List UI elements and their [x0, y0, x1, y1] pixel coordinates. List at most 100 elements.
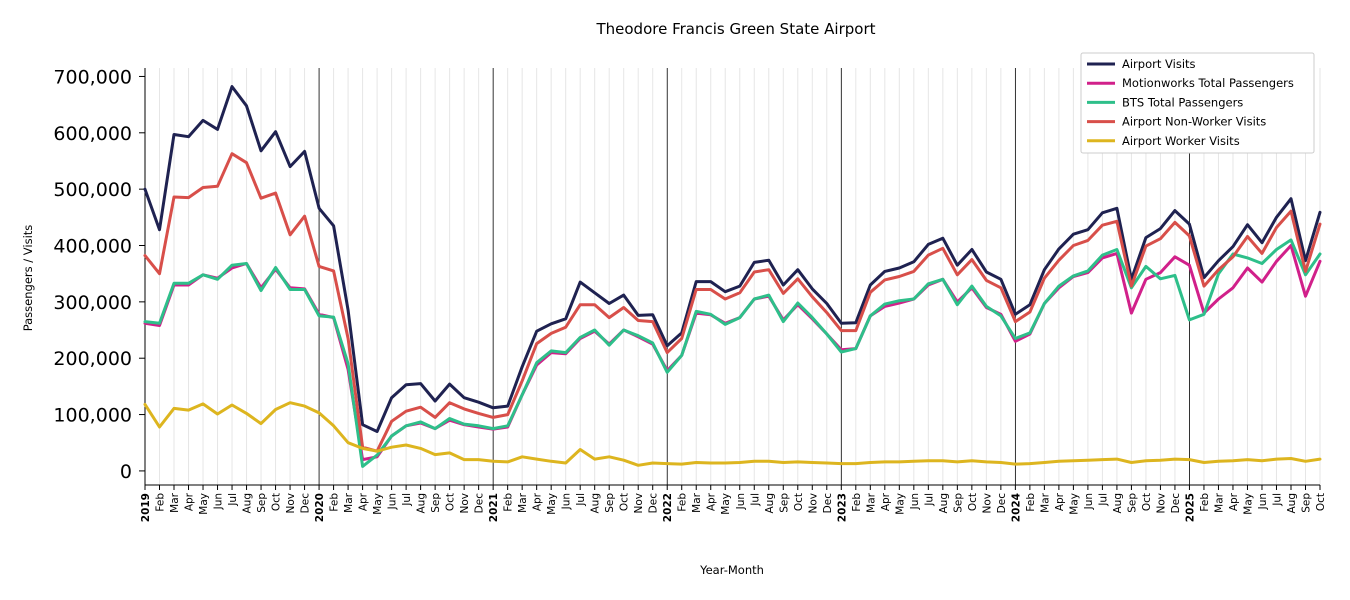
- x-tick-month-label: Dec: [996, 493, 1008, 514]
- x-tick-month-label: Oct: [271, 493, 283, 511]
- legend-label: Airport Worker Visits: [1122, 134, 1240, 148]
- x-tick-month-label: May: [720, 493, 732, 515]
- legend-items: Airport Visits Motionworks Total Passenge…: [1087, 57, 1294, 148]
- x-tick-month-label: Apr: [184, 492, 196, 511]
- x-tick-month-label: Jul: [575, 493, 587, 507]
- x-tick-month-label: Jun: [1083, 493, 1095, 510]
- x-tick-month-label: May: [894, 493, 906, 515]
- x-tick-month-label: Jul: [1271, 493, 1283, 507]
- legend-label: Airport Visits: [1122, 57, 1196, 71]
- y-tick-label: 700,000: [53, 66, 132, 88]
- x-tick-month-label: Nov: [633, 493, 645, 514]
- x-tick-month-label: Jun: [909, 493, 921, 510]
- x-tick-labels: 2019 Feb Mar Apr May Jun Jul Aug Sep Oct Nov Dec 202…: [140, 492, 1327, 522]
- series-line-bts-total-passengers: [143, 238, 1322, 468]
- x-tick-month-label: Oct: [793, 493, 805, 511]
- legend-label: Airport Non-Worker Visits: [1122, 115, 1266, 129]
- y-tick-label: 200,000: [53, 348, 132, 370]
- legend-label: Motionworks Total Passengers: [1122, 76, 1294, 90]
- x-tick-month-label: Feb: [851, 493, 863, 512]
- x-tick-month-label: Dec: [822, 493, 834, 514]
- x-tick-month-label: Jun: [213, 493, 225, 510]
- x-tick-month-label: Feb: [1025, 493, 1037, 512]
- x-tick-month-label: Feb: [677, 493, 689, 512]
- x-tick-month-label: Aug: [764, 493, 776, 514]
- x-tick-month-label: Oct: [1315, 493, 1327, 511]
- x-tick-month-label: Apr: [880, 492, 892, 511]
- y-axis-title: Passengers / Visits: [21, 225, 35, 332]
- x-tick-month-label: Jul: [227, 493, 239, 507]
- x-tick-month-label: Dec: [1170, 493, 1182, 514]
- x-axis-title: Year-Month: [699, 563, 764, 577]
- x-tick-month-label: Aug: [416, 493, 428, 514]
- x-tick-month-label: Feb: [503, 493, 515, 512]
- y-tick-label: 500,000: [53, 179, 132, 201]
- x-tick-year-label: 2021: [488, 493, 500, 522]
- x-tick-month-label: Oct: [967, 493, 979, 511]
- x-tick-month-label: Apr: [1054, 492, 1066, 511]
- x-tick-month-label: Dec: [474, 493, 486, 514]
- x-tick-month-label: Jul: [1097, 493, 1109, 507]
- y-tick-labels: 0 100,000 200,000 300,000 400,000 500,000 600,…: [53, 66, 132, 482]
- series-line-motionworks-total-passengers: [143, 244, 1322, 462]
- y-tick-label: 300,000: [53, 292, 132, 314]
- x-tick-month-label: May: [198, 493, 210, 515]
- y-tick-label: 400,000: [53, 236, 132, 258]
- x-tick-month-label: Jun: [735, 493, 747, 510]
- x-tick-month-label: Sep: [1300, 493, 1312, 513]
- x-tick-month-label: May: [1242, 493, 1254, 515]
- legend-box: [1080, 52, 1315, 154]
- series-lines: [143, 85, 1322, 468]
- axes: [139, 68, 1321, 490]
- legend: Airport Visits Motionworks Total Passenge…: [1080, 52, 1315, 154]
- x-tick-month-label: Jul: [923, 493, 935, 507]
- chart-title: Theodore Francis Green State Airport: [595, 20, 875, 38]
- x-tick-month-label: Mar: [691, 492, 703, 512]
- x-tick-month-label: Jun: [387, 493, 399, 510]
- y-tick-label: 100,000: [53, 405, 132, 427]
- x-tick-month-label: Sep: [778, 493, 790, 513]
- y-tick-label: 0: [120, 461, 132, 483]
- x-tick-month-label: Mar: [343, 492, 355, 512]
- x-tick-month-label: Dec: [300, 493, 312, 514]
- x-tick-month-label: Nov: [1155, 493, 1167, 514]
- x-tick-year-label: 2020: [314, 493, 326, 522]
- x-tick-month-label: Mar: [517, 492, 529, 512]
- x-tick-month-label: Apr: [532, 492, 544, 511]
- series-line-airport-visits: [143, 85, 1322, 433]
- x-tick-year-label: 2019: [140, 493, 152, 522]
- x-tick-month-label: Sep: [952, 493, 964, 513]
- x-tick-month-label: Nov: [285, 493, 297, 514]
- x-tick-month-label: Aug: [242, 493, 254, 514]
- x-tick-month-label: Sep: [430, 493, 442, 513]
- x-tick-year-label: 2022: [662, 493, 674, 522]
- x-tick-month-label: Oct: [445, 493, 457, 511]
- x-tick-month-label: Feb: [329, 493, 341, 512]
- x-tick-month-label: Mar: [1039, 492, 1051, 512]
- x-tick-month-label: Aug: [1286, 493, 1298, 514]
- x-tick-month-label: Nov: [807, 493, 819, 514]
- x-tick-month-label: Dec: [648, 493, 660, 514]
- x-tick-month-label: Sep: [604, 493, 616, 513]
- x-tick-month-label: Apr: [1228, 492, 1240, 511]
- x-tick-month-label: Sep: [256, 493, 268, 513]
- x-tick-month-label: Oct: [1141, 493, 1153, 511]
- x-tick-month-label: Mar: [865, 492, 877, 512]
- x-tick-month-label: May: [372, 493, 384, 515]
- x-tick-month-label: Mar: [169, 492, 181, 512]
- x-tick-month-label: May: [1068, 493, 1080, 515]
- x-tick-month-label: Jul: [749, 493, 761, 507]
- x-tick-month-label: Nov: [459, 493, 471, 514]
- x-tick-month-label: Aug: [590, 493, 602, 514]
- x-tick-month-label: Mar: [1213, 492, 1225, 512]
- x-tick-month-label: Oct: [619, 493, 631, 511]
- series-line-airport-worker-visits: [143, 401, 1322, 467]
- legend-label: BTS Total Passengers: [1122, 95, 1243, 109]
- x-tick-year-label: 2023: [836, 493, 848, 522]
- x-tick-month-label: Jul: [401, 493, 413, 507]
- x-tick-month-label: Jun: [561, 493, 573, 510]
- y-tick-label: 600,000: [53, 123, 132, 145]
- series-line-airport-non-worker-visits: [143, 152, 1322, 453]
- x-tick-month-label: May: [546, 493, 558, 515]
